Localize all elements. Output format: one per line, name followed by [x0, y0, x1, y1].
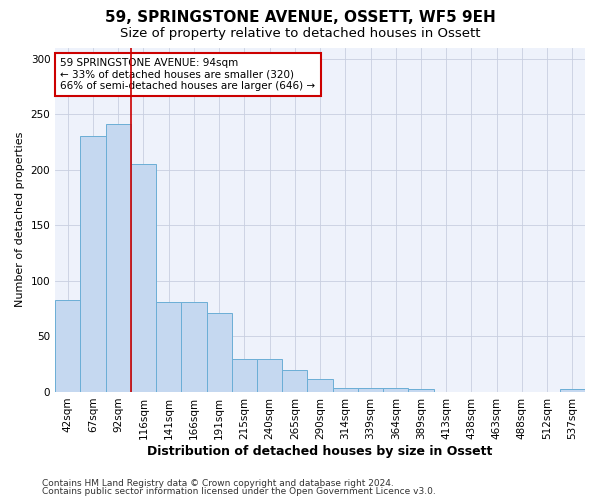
Bar	[232, 358, 257, 392]
Text: Contains HM Land Registry data © Crown copyright and database right 2024.: Contains HM Land Registry data © Crown c…	[42, 478, 394, 488]
Bar	[307, 378, 332, 392]
Bar	[282, 370, 307, 392]
Bar	[358, 388, 383, 392]
Bar	[80, 136, 106, 392]
Bar	[257, 358, 282, 392]
Bar	[181, 302, 206, 392]
X-axis label: Distribution of detached houses by size in Ossett: Distribution of detached houses by size …	[148, 444, 493, 458]
Text: Size of property relative to detached houses in Ossett: Size of property relative to detached ho…	[120, 28, 480, 40]
Bar	[106, 124, 131, 392]
Bar	[156, 302, 181, 392]
Bar	[409, 388, 434, 392]
Text: Contains public sector information licensed under the Open Government Licence v3: Contains public sector information licen…	[42, 487, 436, 496]
Text: 59, SPRINGSTONE AVENUE, OSSETT, WF5 9EH: 59, SPRINGSTONE AVENUE, OSSETT, WF5 9EH	[104, 10, 496, 25]
Bar	[55, 300, 80, 392]
Bar	[383, 388, 409, 392]
Y-axis label: Number of detached properties: Number of detached properties	[15, 132, 25, 308]
Bar	[332, 388, 358, 392]
Bar	[206, 313, 232, 392]
Bar	[560, 388, 585, 392]
Bar	[131, 164, 156, 392]
Text: 59 SPRINGSTONE AVENUE: 94sqm
← 33% of detached houses are smaller (320)
66% of s: 59 SPRINGSTONE AVENUE: 94sqm ← 33% of de…	[61, 58, 316, 91]
